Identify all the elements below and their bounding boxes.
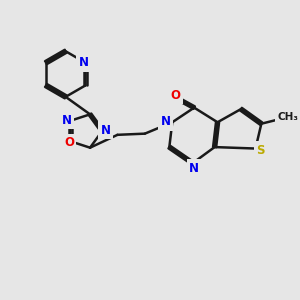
Text: N: N — [189, 162, 199, 175]
Text: O: O — [64, 136, 74, 149]
Text: N: N — [79, 56, 89, 69]
Text: O: O — [171, 89, 181, 102]
Text: S: S — [256, 143, 265, 157]
Text: N: N — [161, 115, 171, 128]
Text: N: N — [101, 124, 111, 137]
Text: N: N — [62, 114, 72, 127]
Text: CH₃: CH₃ — [277, 112, 298, 122]
